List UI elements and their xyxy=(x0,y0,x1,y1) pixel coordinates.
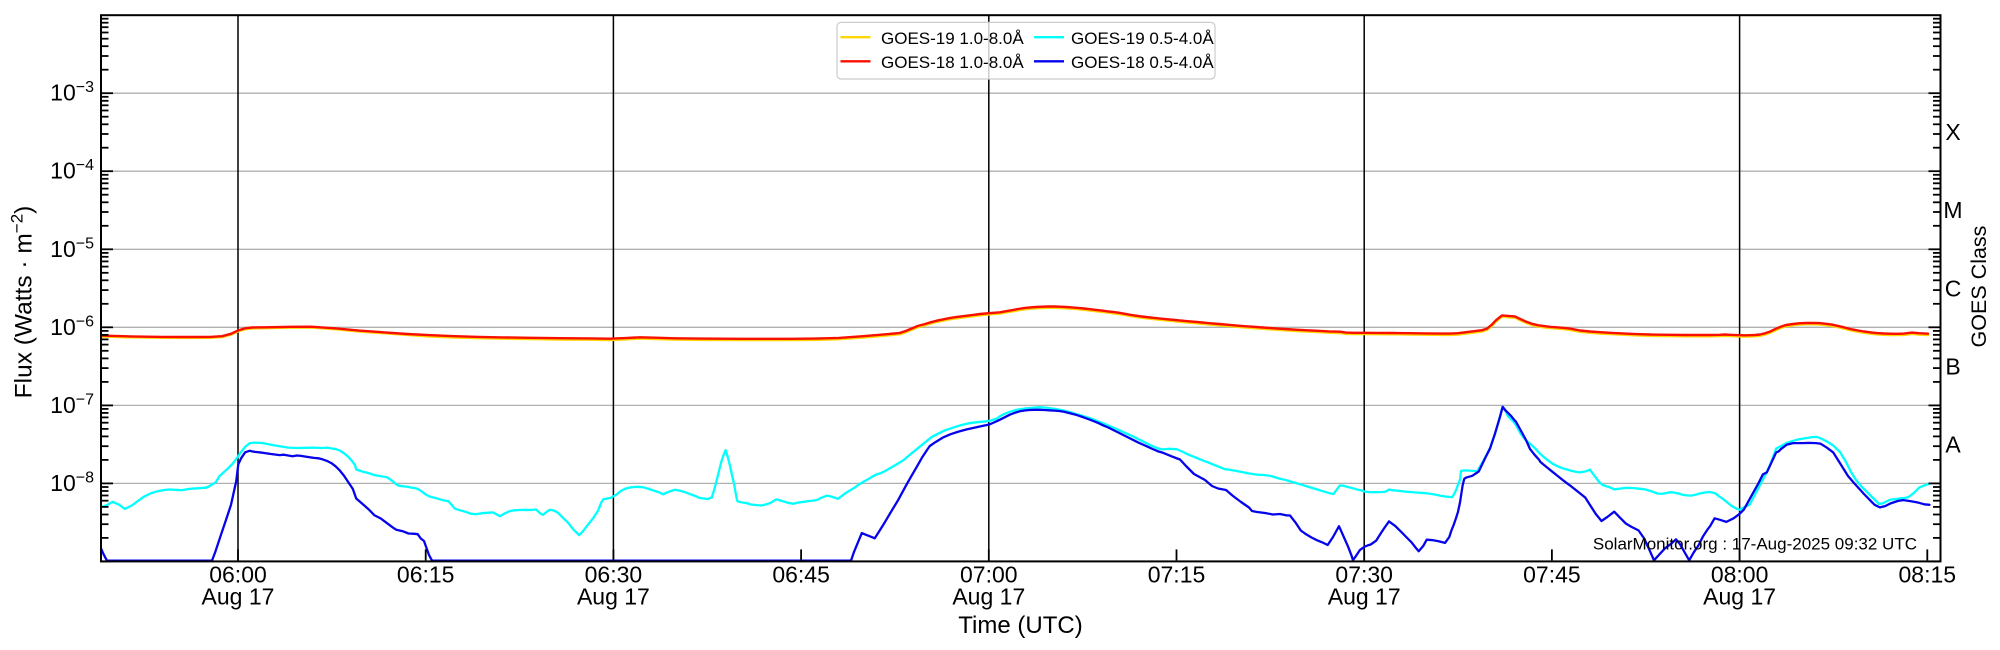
svg-text:A: A xyxy=(1945,431,1961,457)
svg-text:Aug 17: Aug 17 xyxy=(577,584,650,610)
svg-text:Time (UTC): Time (UTC) xyxy=(958,612,1082,639)
svg-text:GOES-19 1.0-8.0Å: GOES-19 1.0-8.0Å xyxy=(881,29,1024,48)
svg-text:SolarMonitor.org : 17-Aug-2025: SolarMonitor.org : 17-Aug-2025 09:32 UTC xyxy=(1593,535,1917,554)
svg-text:07:45: 07:45 xyxy=(1523,562,1581,588)
svg-text:Flux (Watts · m−2): Flux (Watts · m−2) xyxy=(8,206,38,399)
svg-text:06:15: 06:15 xyxy=(397,562,455,588)
svg-text:Aug 17: Aug 17 xyxy=(952,584,1025,610)
svg-text:GOES Class: GOES Class xyxy=(1967,226,1991,348)
svg-text:M: M xyxy=(1943,197,1962,223)
svg-text:10−5: 10−5 xyxy=(50,235,94,262)
svg-text:06:30: 06:30 xyxy=(585,562,643,588)
svg-text:X: X xyxy=(1945,119,1960,145)
svg-text:GOES-18 0.5-4.0Å: GOES-18 0.5-4.0Å xyxy=(1071,53,1214,72)
svg-text:07:15: 07:15 xyxy=(1148,562,1206,588)
svg-text:Aug 17: Aug 17 xyxy=(1703,584,1776,610)
svg-text:08:00: 08:00 xyxy=(1711,562,1769,588)
svg-text:Aug 17: Aug 17 xyxy=(1328,584,1401,610)
svg-text:06:00: 06:00 xyxy=(209,562,267,588)
svg-text:08:15: 08:15 xyxy=(1899,562,1957,588)
svg-text:Aug 17: Aug 17 xyxy=(202,584,275,610)
svg-text:GOES-19 0.5-4.0Å: GOES-19 0.5-4.0Å xyxy=(1071,29,1214,48)
svg-text:07:30: 07:30 xyxy=(1335,562,1393,588)
svg-text:C: C xyxy=(1945,275,1962,301)
svg-text:B: B xyxy=(1945,353,1960,379)
svg-text:GOES-18 1.0-8.0Å: GOES-18 1.0-8.0Å xyxy=(881,53,1024,72)
svg-text:06:45: 06:45 xyxy=(772,562,830,588)
svg-text:07:00: 07:00 xyxy=(960,562,1018,588)
